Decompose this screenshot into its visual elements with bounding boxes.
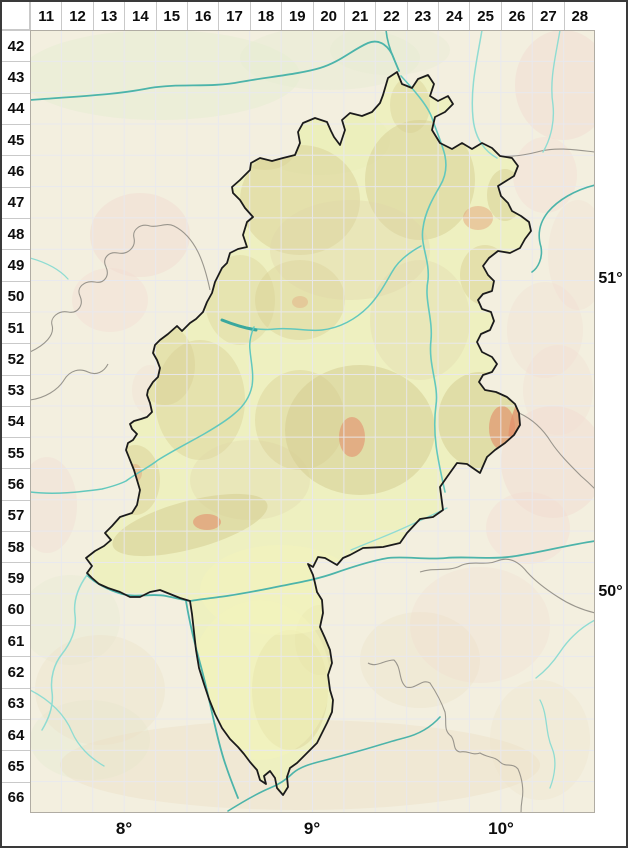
row-header-cell: 54	[2, 405, 30, 437]
latitude-label: 50°	[598, 583, 623, 600]
row-header-cell: 52	[2, 343, 30, 374]
river-east-minor-1	[535, 619, 595, 679]
map-frame	[30, 30, 595, 813]
col-header-cell: 21	[343, 2, 375, 30]
boundary-south	[367, 659, 524, 813]
longitude-label: 9°	[303, 819, 321, 838]
row-header-cell: 45	[2, 123, 30, 155]
boundary-northeast	[500, 148, 595, 157]
river-kinzig	[350, 507, 448, 551]
row-header-cell: 61	[2, 625, 30, 656]
col-header-cell: 19	[281, 2, 312, 30]
river-neckar	[227, 716, 441, 812]
row-header-cell: 65	[2, 750, 30, 781]
row-header-cell: 42	[2, 30, 30, 61]
row-headers: 42 43 44 45 46 47 48 49 50 51 52 53 54 55 56 57 58 59 60 61…	[2, 30, 31, 813]
col-header-cell: 27	[532, 2, 563, 30]
col-header-cell: 16	[186, 2, 218, 30]
row-header-cell: 51	[2, 311, 30, 343]
river-fulda	[400, 75, 447, 493]
col-header-cell: 14	[124, 2, 155, 30]
col-header-cell: 25	[469, 2, 500, 30]
row-header-cell: 55	[2, 437, 30, 468]
column-headers: 11 12 13 14 15 16 17 18 19 20 21 22 23 24 25 26 27 28	[30, 2, 595, 31]
map-canvas	[30, 30, 595, 813]
river-werra	[531, 184, 595, 273]
river-southwest-minor	[30, 689, 105, 767]
row-header-cell: 53	[2, 374, 30, 406]
boundary-northwest	[30, 224, 211, 353]
col-header-cell: 23	[406, 2, 438, 30]
longitude-label: 10°	[488, 819, 514, 838]
row-header-cell: 49	[2, 249, 30, 280]
row-header-cell: 64	[2, 719, 30, 750]
col-header-cell: 20	[312, 2, 344, 30]
longitude-label: 8°	[115, 819, 133, 838]
row-header-cell: 66	[2, 781, 30, 813]
row-header-cell: 60	[2, 593, 30, 625]
col-header-cell: 15	[155, 2, 187, 30]
col-header-cell: 18	[249, 2, 281, 30]
river-west-minor	[30, 257, 69, 280]
river-weser	[30, 40, 400, 101]
river-east-minor-2	[539, 699, 556, 789]
row-header-cell: 62	[2, 656, 30, 687]
col-header-cell: 26	[500, 2, 532, 30]
latitude-label: 51°	[598, 270, 623, 287]
row-header-cell: 46	[2, 155, 30, 186]
river-eder	[221, 245, 422, 332]
row-header-cell: 57	[2, 499, 30, 531]
col-header-cell: 22	[375, 2, 406, 30]
col-header-cell: 12	[61, 2, 92, 30]
grid-corner-cell	[2, 2, 30, 30]
row-header-cell: 58	[2, 531, 30, 562]
col-header-cell: 11	[30, 2, 61, 30]
river-werra-upper	[471, 30, 498, 159]
row-header-cell: 47	[2, 186, 30, 218]
boundary-southeast-upper	[419, 558, 595, 614]
river-main	[189, 540, 595, 602]
boundary-east	[518, 412, 595, 490]
boundary-west-small	[30, 363, 109, 401]
row-header-cell: 56	[2, 468, 30, 499]
row-header-cell: 43	[2, 61, 30, 92]
river-northeast-minor	[542, 30, 561, 153]
row-header-cell: 50	[2, 280, 30, 312]
col-header-cell: 24	[438, 2, 469, 30]
state-boundaries	[30, 148, 595, 813]
river-lahn	[30, 326, 255, 494]
outside-terrain-layer	[30, 30, 595, 810]
col-header-cell: 17	[218, 2, 249, 30]
row-header-cell: 63	[2, 687, 30, 719]
row-header-cell: 44	[2, 92, 30, 124]
col-header-cell: 13	[92, 2, 124, 30]
col-header-cell: 28	[563, 2, 595, 30]
row-header-cell: 48	[2, 217, 30, 249]
hessen-boundary	[85, 71, 532, 796]
river-weser-branch	[385, 30, 395, 60]
row-header-cell: 59	[2, 562, 30, 593]
